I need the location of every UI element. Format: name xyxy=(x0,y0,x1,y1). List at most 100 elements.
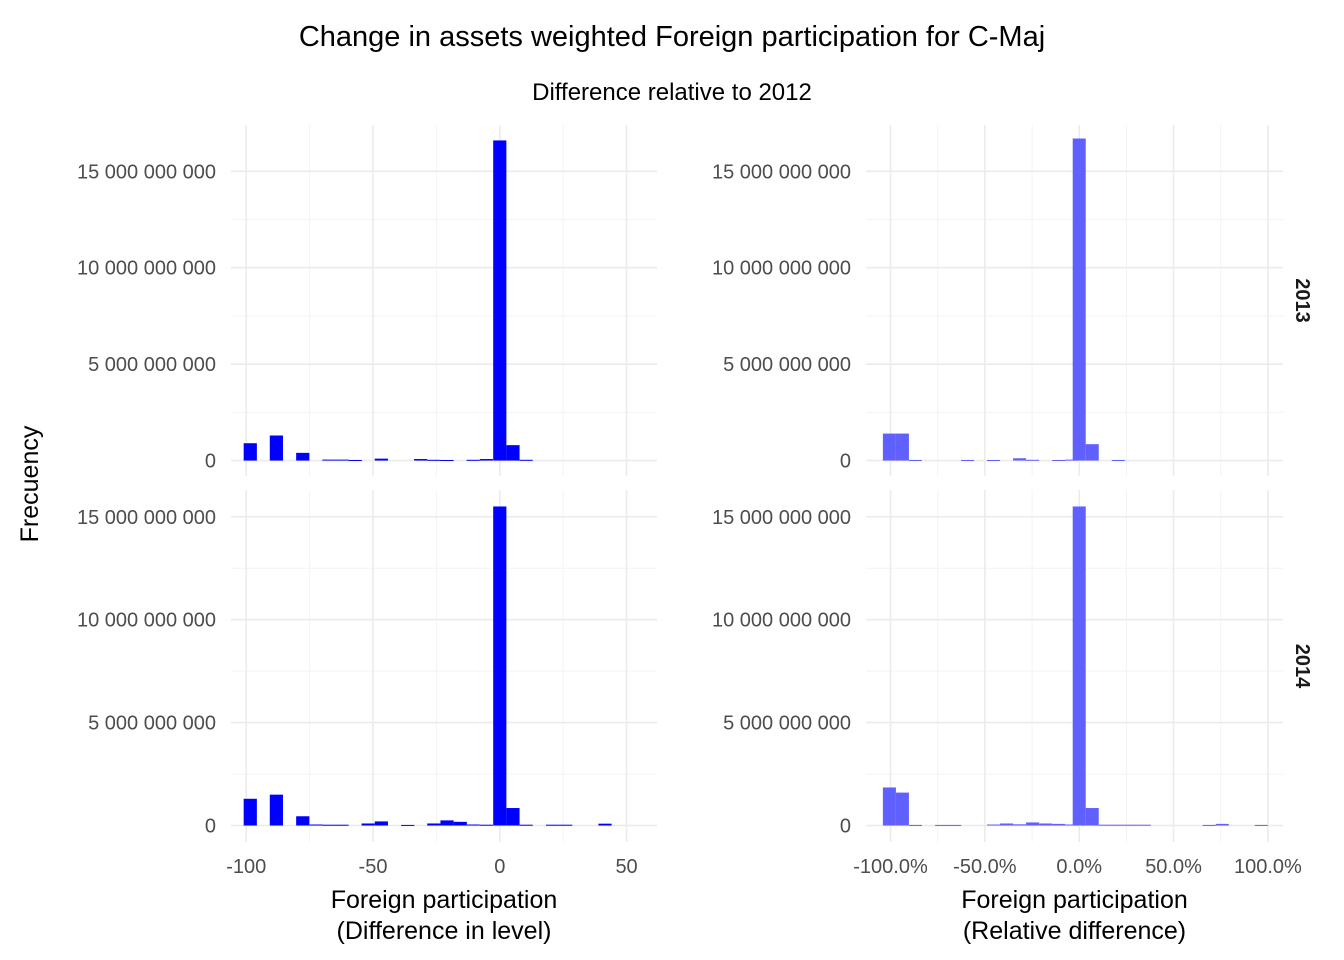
histogram-bar xyxy=(1124,824,1138,826)
x-tick-label: -100.0% xyxy=(853,856,928,878)
y-axis-label: Frecuency xyxy=(16,425,44,542)
y-tick-label: 0 xyxy=(840,451,851,473)
histogram-bar xyxy=(1072,138,1086,461)
y-tick-label: 15 000 000 000 xyxy=(712,161,851,183)
histogram-bar xyxy=(479,459,493,461)
y-tick-label: 15 000 000 000 xyxy=(77,507,216,529)
panel-2013-relative: 0 5 000 000 000 10 000 000 000 15 000 000 0… xyxy=(712,125,1313,476)
histogram-bar xyxy=(1085,444,1099,461)
histogram-bar xyxy=(453,821,467,826)
histogram-bar xyxy=(1013,824,1027,826)
chart-subtitle: Difference relative to 2012 xyxy=(532,79,812,106)
histogram-bar xyxy=(1026,459,1040,461)
histogram-bar xyxy=(414,459,428,461)
histogram-bar xyxy=(1013,458,1027,461)
histogram-bar xyxy=(427,823,441,826)
histogram-bar xyxy=(1137,824,1151,826)
histogram-bar xyxy=(1202,824,1216,826)
x-tick-label: 50 xyxy=(615,856,637,878)
histogram-bar xyxy=(1111,824,1125,826)
histogram-bar xyxy=(1052,459,1066,461)
histogram-bar xyxy=(1098,824,1112,826)
histogram-bar xyxy=(440,459,454,461)
histogram-bar xyxy=(1072,506,1086,826)
histogram-bar xyxy=(545,824,560,826)
y-tick-label: 10 000 000 000 xyxy=(77,610,216,632)
y-tick-label: 10 000 000 000 xyxy=(77,258,216,280)
histogram-bar xyxy=(1065,459,1079,461)
histogram-bar xyxy=(948,824,962,826)
y-tick-label: 0 xyxy=(205,451,216,473)
histogram-bar xyxy=(335,459,349,461)
x-tick-label: -100 xyxy=(226,856,266,878)
panel-2014-level: 0 5 000 000 000 10 000 000 000 15 000 000 0… xyxy=(77,490,657,945)
histogram-bar xyxy=(374,821,388,826)
histogram-bar xyxy=(493,506,507,826)
y-tick-label: 15 000 000 000 xyxy=(77,161,216,183)
histogram-bar xyxy=(882,433,896,461)
histogram-bar xyxy=(1215,823,1229,826)
x-axis-label: (Difference in level) xyxy=(337,917,552,945)
histogram-bar xyxy=(1039,823,1053,826)
histogram-bar xyxy=(908,824,922,826)
x-axis-label: (Relative difference) xyxy=(963,917,1186,945)
histogram-bar xyxy=(1065,824,1079,826)
histogram-bar xyxy=(1111,459,1125,461)
histogram-bar xyxy=(466,459,480,461)
histogram-bar xyxy=(895,433,909,461)
x-axis-label: Foreign participation xyxy=(961,886,1188,914)
panel-2013-level: 0 5 000 000 000 10 000 000 000 15 000 000 0… xyxy=(77,125,657,476)
histogram-bar xyxy=(506,808,520,826)
x-tick-label: 50.0% xyxy=(1145,856,1202,878)
histogram-bar xyxy=(519,459,533,461)
y-tick-label: 15 000 000 000 xyxy=(712,507,851,529)
chart-title: Change in assets weighted Foreign partic… xyxy=(299,21,1045,53)
histogram-bar xyxy=(1052,823,1066,826)
histogram-bar xyxy=(506,445,520,461)
panel-2014-relative: 0 5 000 000 000 10 000 000 000 15 000 000 0… xyxy=(712,490,1313,945)
histogram-bar xyxy=(427,459,441,461)
histogram-bar xyxy=(401,824,415,826)
histogram-bar xyxy=(269,794,283,826)
facet-strip-label: 2013 xyxy=(1291,278,1313,323)
facet-strip-label: 2014 xyxy=(1291,644,1313,689)
histogram-bar xyxy=(440,820,454,826)
histogram-bar xyxy=(296,816,310,826)
histogram-bar xyxy=(935,824,949,826)
histogram-bar xyxy=(466,824,480,826)
histogram-bar xyxy=(1000,823,1014,826)
histogram-bar xyxy=(1085,808,1099,826)
histogram-bar xyxy=(309,824,323,826)
histogram-bar xyxy=(493,140,507,461)
histogram-bar xyxy=(479,824,493,826)
y-tick-label: 0 xyxy=(840,816,851,838)
y-tick-label: 5 000 000 000 xyxy=(88,354,216,376)
y-tick-label: 5 000 000 000 xyxy=(723,354,851,376)
histogram-bar xyxy=(559,824,573,826)
x-tick-label: 0.0% xyxy=(1056,856,1102,878)
histogram-bar xyxy=(1026,822,1040,826)
histogram-bar xyxy=(374,458,388,461)
x-tick-label: 0 xyxy=(494,856,505,878)
histogram-bar xyxy=(908,459,922,461)
histogram-bar xyxy=(348,459,362,461)
histogram-bar xyxy=(987,459,1001,461)
histogram-bar xyxy=(987,824,1001,826)
histogram-bar xyxy=(598,823,612,826)
histogram-bar xyxy=(961,459,975,461)
histogram-bar xyxy=(895,792,909,826)
histogram-bar xyxy=(322,824,336,826)
y-tick-label: 10 000 000 000 xyxy=(712,610,851,632)
x-axis-label: Foreign participation xyxy=(331,886,558,914)
histogram-bar xyxy=(361,823,375,826)
y-tick-label: 0 xyxy=(205,816,216,838)
histogram-bar xyxy=(882,787,896,826)
histogram-bar xyxy=(322,459,336,461)
panels: 0 5 000 000 000 10 000 000 000 15 000 000 0… xyxy=(77,125,1313,945)
histogram-bar xyxy=(519,824,533,826)
y-tick-label: 5 000 000 000 xyxy=(88,713,216,735)
x-tick-label: -50 xyxy=(359,856,388,878)
histogram-bar xyxy=(243,798,257,826)
histogram-bar xyxy=(335,824,349,826)
